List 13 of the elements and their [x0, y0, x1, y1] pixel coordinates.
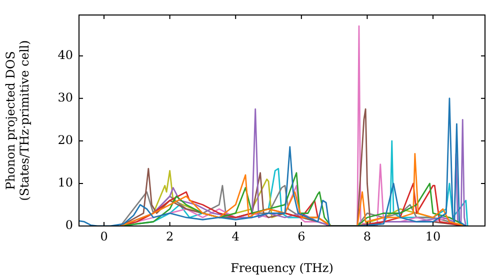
y-tick-label: 20: [58, 133, 73, 148]
y-tick-label: 10: [58, 176, 73, 190]
x-tick-label: 0: [100, 229, 108, 244]
x-tick-label: 6: [298, 229, 306, 244]
x-tick-label: 10: [425, 229, 441, 244]
y-tick-label: 40: [58, 48, 73, 62]
y-axis-title: Phonon projected DOS (States/THz·primitive cell): [3, 40, 32, 201]
x-tick-label: 2: [166, 229, 174, 244]
x-axis-title: Frequency (THz): [230, 260, 334, 275]
x-tick-label: 4: [232, 229, 240, 244]
y-tick-label: 30: [58, 90, 73, 105]
x-tick-label: 8: [363, 229, 372, 244]
y-tick-label: 0: [65, 218, 73, 232]
